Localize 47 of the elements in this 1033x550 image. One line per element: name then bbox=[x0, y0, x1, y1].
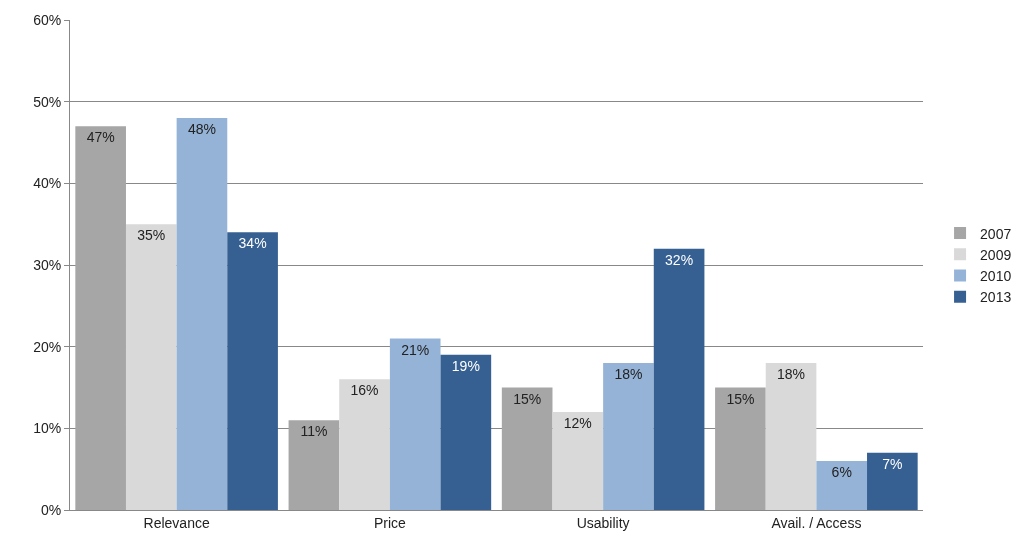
y-tick-label: 30% bbox=[33, 256, 62, 273]
bar bbox=[227, 232, 278, 510]
data-label: 21% bbox=[401, 341, 430, 358]
y-tick-label: 0% bbox=[40, 501, 62, 518]
data-label: 15% bbox=[513, 390, 542, 407]
bar bbox=[125, 224, 177, 510]
bar bbox=[653, 248, 705, 510]
bar bbox=[715, 387, 766, 510]
bar bbox=[440, 354, 492, 510]
bar bbox=[816, 461, 868, 510]
data-label: 18% bbox=[614, 366, 643, 382]
data-label: 6% bbox=[831, 464, 852, 480]
data-label: 47% bbox=[86, 129, 115, 146]
legend-label: 2013 bbox=[980, 289, 1012, 306]
x-tick-label: Relevance bbox=[143, 514, 210, 531]
x-tick-label: Usability bbox=[576, 514, 630, 531]
y-tick-label: 20% bbox=[33, 338, 62, 355]
data-label: 18% bbox=[777, 366, 806, 382]
data-label: 11% bbox=[300, 423, 328, 440]
bar bbox=[75, 126, 126, 510]
data-label: 34% bbox=[238, 235, 267, 252]
data-label: 19% bbox=[451, 357, 480, 374]
bar bbox=[765, 363, 817, 510]
bar bbox=[867, 452, 918, 510]
bar bbox=[603, 363, 654, 510]
data-label: 16% bbox=[350, 382, 379, 399]
y-tick-label: 40% bbox=[33, 175, 62, 192]
y-tick-label: 60% bbox=[33, 11, 62, 28]
bar bbox=[501, 387, 553, 510]
bar bbox=[389, 338, 441, 510]
y-tick-label: 10% bbox=[33, 420, 62, 437]
bar bbox=[552, 412, 604, 510]
legend-label: 2010 bbox=[980, 267, 1012, 284]
bar bbox=[176, 118, 228, 510]
data-label: 15% bbox=[726, 390, 755, 407]
data-label: 7% bbox=[882, 455, 903, 472]
x-tick-label: Avail. / Access bbox=[771, 514, 862, 531]
data-label: 32% bbox=[665, 251, 694, 268]
data-label: 48% bbox=[187, 121, 216, 137]
data-label: 35% bbox=[137, 227, 166, 244]
y-tick-label: 50% bbox=[33, 93, 62, 110]
bar bbox=[288, 420, 340, 510]
legend-label: 2009 bbox=[980, 246, 1012, 263]
data-label: 12% bbox=[563, 415, 592, 431]
legend-label: 2007 bbox=[980, 225, 1012, 242]
x-tick-label: Price bbox=[373, 514, 407, 531]
bar bbox=[339, 379, 390, 510]
